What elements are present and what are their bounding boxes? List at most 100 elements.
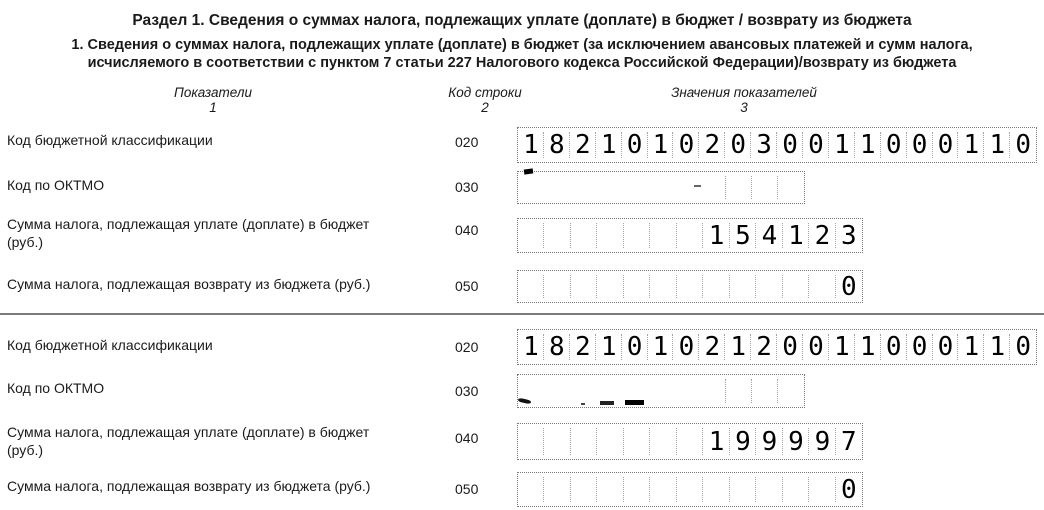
row-code: 020 bbox=[455, 134, 479, 150]
char-cell bbox=[518, 473, 544, 506]
row-label-tax-due: Сумма налога, подлежащая уплате (доплате… bbox=[7, 216, 370, 250]
char-cell: 0 bbox=[724, 128, 751, 162]
char-cell: 1 bbox=[827, 330, 855, 364]
char-cell bbox=[725, 375, 752, 407]
char-cell: 2 bbox=[808, 219, 835, 252]
char-cell bbox=[569, 219, 597, 252]
char-cell bbox=[751, 375, 778, 407]
char-cell: 0 bbox=[1009, 128, 1036, 162]
char-cell bbox=[622, 271, 650, 302]
row-code: 030 bbox=[455, 179, 479, 195]
char-cell: 9 bbox=[755, 424, 782, 459]
char-cell bbox=[649, 219, 676, 252]
char-cell: 1 bbox=[646, 128, 674, 162]
char-cell: 2 bbox=[698, 128, 725, 162]
char-cell: 1 bbox=[853, 330, 881, 364]
char-cell bbox=[596, 424, 623, 459]
char-cell: 1 bbox=[646, 330, 674, 364]
char-cell: 2 bbox=[568, 128, 596, 162]
row-label-oktmo: Код по ОКТМО bbox=[7, 380, 105, 396]
char-cell bbox=[700, 375, 726, 407]
char-cell bbox=[777, 172, 804, 203]
row-label-tax-refund: Сумма налога, подлежащая возврату из бюд… bbox=[7, 276, 371, 292]
row-code: 050 bbox=[455, 481, 479, 497]
char-cell bbox=[544, 375, 570, 407]
char-cell bbox=[543, 473, 570, 506]
redaction-artifact bbox=[600, 401, 614, 405]
char-cell: 0 bbox=[879, 330, 907, 364]
char-cell bbox=[649, 473, 676, 506]
char-cell: 0 bbox=[1009, 330, 1036, 364]
char-cell: 1 bbox=[523, 130, 539, 160]
char-cell: 0 bbox=[672, 128, 699, 162]
char-cell: 1 bbox=[523, 332, 539, 362]
char-cell: 0 bbox=[620, 128, 648, 162]
char-cell: 3 bbox=[750, 128, 777, 162]
char-cell: 7 bbox=[834, 424, 862, 459]
subtitle-line-2: исчисляемого в соответствии с пунктом 7 … bbox=[87, 54, 957, 71]
row-label-oktmo: Код по ОКТМО bbox=[7, 177, 105, 193]
char-cell bbox=[649, 424, 676, 459]
char-cell bbox=[518, 424, 544, 459]
char-cell bbox=[518, 219, 544, 252]
tax-refund-value-field[interactable]: 0 bbox=[517, 472, 863, 507]
char-cell bbox=[569, 271, 597, 302]
column-header-line-code: Код строки 2 bbox=[385, 85, 585, 115]
char-cell: 8 bbox=[542, 330, 570, 364]
char-cell: 1 bbox=[853, 128, 881, 162]
char-cell bbox=[544, 172, 570, 203]
redaction-artifact bbox=[581, 403, 585, 405]
section-title: Раздел 1. Сведения о суммах налога, подл… bbox=[132, 12, 912, 29]
char-cell: 0 bbox=[776, 330, 803, 364]
row-label-tax-refund: Сумма налога, подлежащая возврату из бюд… bbox=[7, 478, 371, 494]
oktmo-value-field[interactable] bbox=[517, 171, 805, 204]
char-cell bbox=[518, 172, 544, 203]
oktmo-value-field[interactable] bbox=[517, 374, 805, 408]
char-cell bbox=[725, 172, 752, 203]
char-cell: 9 bbox=[781, 424, 809, 459]
char-cell: 0 bbox=[905, 330, 933, 364]
char-cell bbox=[543, 424, 570, 459]
char-cell bbox=[755, 473, 782, 506]
char-cell: 0 bbox=[834, 271, 862, 302]
char-cell: 0 bbox=[931, 128, 959, 162]
char-cell bbox=[596, 473, 623, 506]
char-cell: 2 bbox=[750, 330, 777, 364]
redaction-artifact bbox=[694, 185, 701, 187]
row-code: 020 bbox=[455, 339, 479, 355]
char-cell bbox=[570, 172, 596, 203]
char-cell: 1 bbox=[724, 330, 751, 364]
char-cell: 4 bbox=[755, 219, 782, 252]
char-cell: 0 bbox=[801, 128, 829, 162]
row-code: 030 bbox=[455, 383, 479, 399]
char-cell: 9 bbox=[728, 424, 756, 459]
row-code: 050 bbox=[455, 278, 479, 294]
char-cell: 0 bbox=[879, 128, 907, 162]
char-cell bbox=[622, 473, 650, 506]
char-cell bbox=[622, 219, 650, 252]
char-cell: 1 bbox=[827, 128, 855, 162]
row-label-kbk: Код бюджетной классификации bbox=[7, 132, 213, 148]
char-cell bbox=[596, 271, 623, 302]
column-header-indicators: Показатели 1 bbox=[63, 85, 363, 115]
char-cell: 8 bbox=[542, 128, 570, 162]
char-cell bbox=[596, 172, 622, 203]
char-cell: 3 bbox=[834, 219, 862, 252]
char-cell: 1 bbox=[983, 128, 1010, 162]
char-cell: 1 bbox=[702, 219, 729, 252]
char-cell bbox=[728, 473, 756, 506]
row-label-tax-due: Сумма налога, подлежащая уплате (доплате… bbox=[7, 424, 370, 458]
char-cell bbox=[702, 473, 729, 506]
char-cell: 0 bbox=[620, 330, 648, 364]
char-cell: 0 bbox=[801, 330, 829, 364]
row-code: 040 bbox=[455, 430, 479, 446]
column-header-number: 2 bbox=[481, 99, 489, 115]
tax-refund-value-field[interactable]: 0 bbox=[517, 270, 863, 303]
char-cell bbox=[702, 271, 729, 302]
char-cell: 1 bbox=[957, 330, 984, 364]
column-header-label: Показатели bbox=[174, 85, 252, 100]
